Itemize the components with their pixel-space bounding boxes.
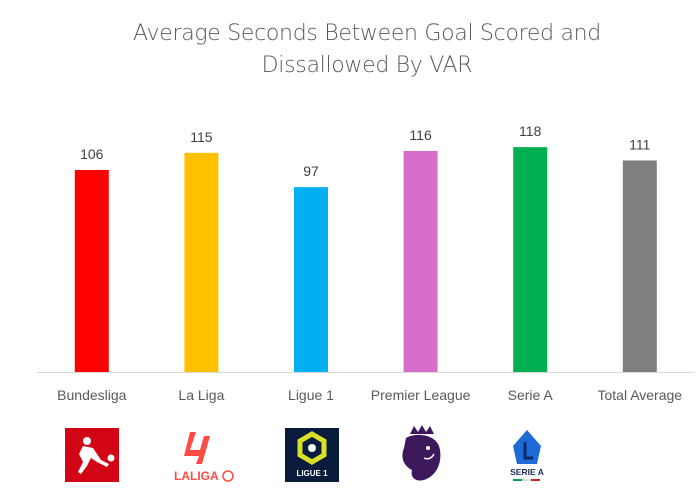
bar-ligue-1 [294,187,328,372]
x-tick-label: Premier League [371,387,471,403]
data-label: 106 [80,146,104,162]
bar-la-liga [184,152,219,372]
chart-title-line-2: Dissallowed By VAR [261,53,473,78]
data-label: 116 [409,127,432,143]
data-label: 118 [519,123,542,139]
serie-a-logo: SERIE A [510,430,544,481]
data-label: 115 [190,129,213,145]
chart-title-line-1: Average Seconds Between Goal Scored and [133,21,601,46]
laliga-logo-text: LALIGA [174,469,219,483]
chart-title: Average Seconds Between Goal Scored and … [0,18,700,82]
ligue1-logo: LIGUE 1 [285,428,339,482]
x-tick-label: Serie A [508,387,554,403]
x-tick-label: Bundesliga [57,387,126,403]
bar-serie-a [513,147,548,372]
bar-chart: 106 Bundesliga 115 La Liga 97 Ligue 1 116 Premi… [37,123,695,403]
bundesliga-logo [65,428,119,482]
bar-bundesliga [74,170,109,372]
bar-total-average [622,160,657,372]
bar-premier-league [403,150,438,372]
ligue1-logo-text: LIGUE 1 [296,469,328,478]
laliga-logo: LALIGA [174,432,234,483]
x-tick-label: Ligue 1 [288,387,334,403]
premier-league-lion-logo [402,425,441,481]
data-label: 111 [629,136,650,152]
serie-a-logo-text: SERIE A [510,467,544,477]
data-label: 97 [303,163,319,179]
x-tick-label: Total Average [598,387,683,403]
x-tick-label: La Liga [178,387,224,403]
